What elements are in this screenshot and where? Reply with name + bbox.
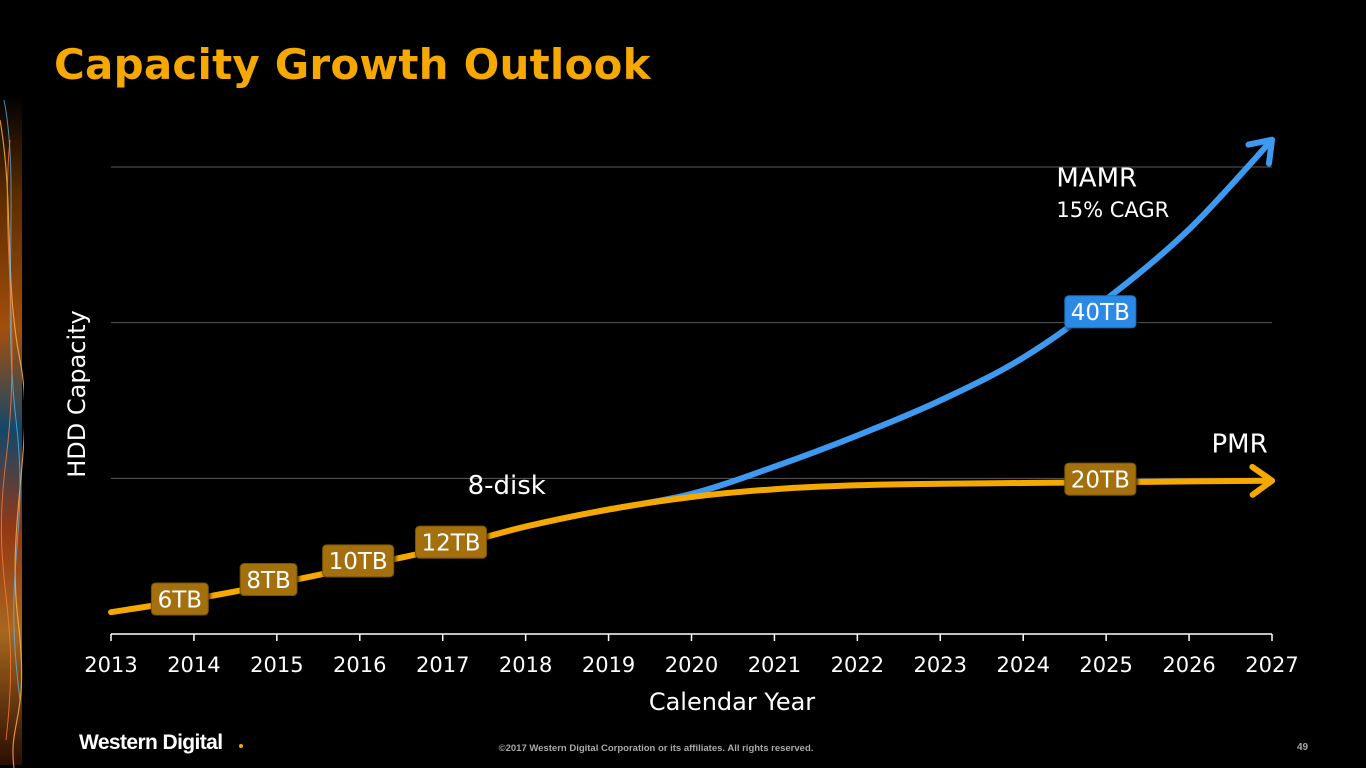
capacity-label-box bbox=[1064, 462, 1137, 496]
capacity-label-text: 20TB bbox=[1071, 467, 1130, 493]
slide-title: Capacity Growth Outlook bbox=[54, 40, 651, 89]
capacity-label-40tb: 40TB bbox=[1064, 295, 1137, 329]
x-axis-title: Calendar Year bbox=[649, 688, 815, 716]
x-axis: 2013 2014 2015 2016 2017 2018 2019 2020 2021 2022… bbox=[84, 633, 1299, 677]
capacity-label-text: 10TB bbox=[329, 549, 388, 575]
x-tick-label: 2016 bbox=[333, 653, 386, 677]
x-tick-label: 2018 bbox=[499, 653, 552, 677]
pmr-arrow-icon bbox=[1249, 463, 1275, 498]
x-tick-label: 2027 bbox=[1245, 653, 1298, 677]
x-tick-label: 2024 bbox=[996, 653, 1049, 677]
x-tick-label: 2019 bbox=[582, 653, 635, 677]
capacity-label-20tb: 20TB bbox=[1064, 462, 1137, 496]
capacity-label-box bbox=[322, 544, 395, 578]
mamr-arrow-icon bbox=[1245, 136, 1275, 167]
x-tick-label: 2026 bbox=[1162, 653, 1215, 677]
copyright-notice: ©2017 Western Digital Corporation or its… bbox=[498, 743, 814, 754]
capacity-label-8tb: 8TB bbox=[239, 563, 298, 597]
capacity-label-text: 12TB bbox=[421, 530, 480, 556]
point-labels: 6TB 8TB 10TB 12TB 40TB 20TB bbox=[150, 295, 1137, 616]
annotation-mamr: MAMR bbox=[1056, 163, 1137, 193]
mamr-series-line bbox=[605, 136, 1275, 513]
x-tick-label: 2015 bbox=[250, 653, 303, 677]
annotation-15-cagr: 15% CAGR bbox=[1056, 198, 1169, 222]
capacity-label-10tb: 10TB bbox=[322, 544, 395, 578]
capacity-label-box bbox=[150, 582, 209, 616]
annotation-pmr: PMR bbox=[1211, 430, 1267, 460]
x-tick-label: 2020 bbox=[665, 653, 718, 677]
capacity-label-12tb: 12TB bbox=[414, 525, 488, 559]
capacity-label-text: 6TB bbox=[158, 587, 202, 613]
annotation-8-disk: 8-disk bbox=[468, 471, 546, 501]
x-tick-label: 2014 bbox=[167, 653, 220, 677]
western-digital-logo: Western Digital bbox=[79, 731, 223, 754]
x-tick-label: 2017 bbox=[416, 653, 469, 677]
capacity-label-box bbox=[414, 525, 488, 559]
capacity-label-box bbox=[1064, 295, 1137, 329]
decorative-side-art bbox=[0, 95, 24, 768]
page-number: 49 bbox=[1297, 742, 1309, 753]
x-tick-label: 2022 bbox=[831, 653, 884, 677]
x-tick-label: 2021 bbox=[748, 653, 801, 677]
logo-dot-icon bbox=[239, 744, 243, 748]
y-axis-title: HDD Capacity bbox=[63, 310, 91, 478]
x-tick-label: 2013 bbox=[84, 653, 137, 677]
capacity-label-box bbox=[239, 563, 298, 597]
capacity-label-text: 8TB bbox=[246, 568, 290, 594]
x-tick-label: 2025 bbox=[1079, 653, 1132, 677]
capacity-label-6tb: 6TB bbox=[150, 582, 209, 616]
x-tick-label: 2023 bbox=[914, 653, 967, 677]
capacity-label-text: 40TB bbox=[1071, 300, 1130, 326]
annotations: 8-disk MAMR 15% CAGR PMR bbox=[468, 163, 1268, 500]
